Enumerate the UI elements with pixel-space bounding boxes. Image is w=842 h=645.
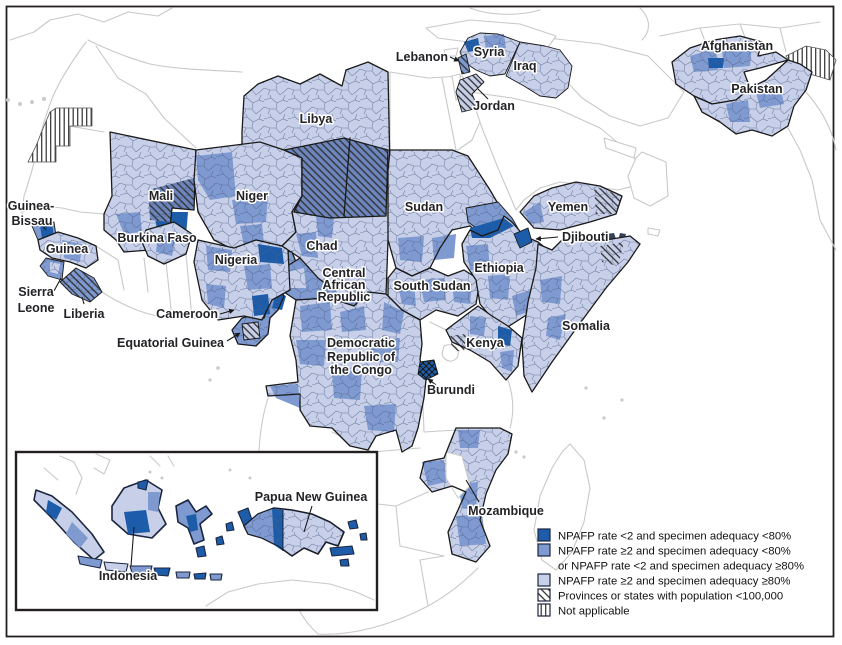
inset-islands xyxy=(33,479,368,581)
label-south-sudan: South Sudan xyxy=(393,279,470,293)
legend-label-dark-blue: NPAFP rate <2 and specimen adequacy <80% xyxy=(558,531,791,543)
label-drc-line2: Republic of xyxy=(327,350,396,364)
label-car-line2: African xyxy=(322,278,365,292)
legend-swatch-diagonal-hatch xyxy=(537,588,551,602)
label-drc-line1: Democratic xyxy=(327,336,395,350)
legend-item-light-blue: NPAFP rate ≥2 and specimen adequacy ≥80% xyxy=(537,573,790,588)
legend-swatch-dark-blue xyxy=(537,528,551,542)
label-drc-line3: the Congo xyxy=(330,363,392,377)
legend-swatch-light-blue xyxy=(537,573,551,587)
label-indonesia: Indonesia xyxy=(99,569,158,583)
country-afghanistan xyxy=(671,35,789,105)
label-sudan: Sudan xyxy=(405,200,443,214)
country-labels: Lebanon Syria Iraq Jordan Afghanistan Pa… xyxy=(6,38,784,520)
liberia-leader-line xyxy=(81,296,85,305)
label-lebanon: Lebanon xyxy=(396,50,448,64)
inset-labels: Indonesia Papua New Guinea xyxy=(97,489,369,585)
sierra-leone-leader-line xyxy=(53,277,62,292)
label-mali: Mali xyxy=(149,189,173,203)
label-nigeria: Nigeria xyxy=(215,253,258,267)
lebanon-leader-line xyxy=(449,56,460,62)
legend-item-vertical-hatch: Not applicable xyxy=(537,603,630,618)
inset-background-coast xyxy=(43,453,375,607)
label-burkina-faso: Burkina Faso xyxy=(117,231,197,245)
country-central-african-republic xyxy=(273,257,367,307)
label-niger: Niger xyxy=(236,189,268,203)
label-chad: Chad xyxy=(306,239,337,253)
country-syria xyxy=(459,32,521,77)
leader-lines xyxy=(39,56,559,503)
label-burundi: Burundi xyxy=(427,383,475,397)
label-sierra-leone-line1: Sierra xyxy=(18,285,54,299)
label-guinea-bissau-line2: Bissau xyxy=(12,214,53,228)
inset-indonesia: Indonesia Papua New Guinea xyxy=(14,450,379,612)
label-libya: Libya xyxy=(300,112,334,126)
label-mozambique: Mozambique xyxy=(468,504,544,518)
program-countries xyxy=(31,32,813,563)
cameroon-leader-line xyxy=(219,308,235,315)
djibouti-leader-line xyxy=(535,235,559,242)
label-ethiopia: Ethiopia xyxy=(474,261,524,275)
mozambique-leader-line xyxy=(465,479,480,503)
country-pakistan xyxy=(693,59,813,137)
label-kenya: Kenya xyxy=(466,336,505,350)
legend-label-vertical-hatch: Not applicable xyxy=(558,606,630,618)
jordan-leader-line xyxy=(477,88,489,100)
region-niger-chad-low-population-hatch xyxy=(283,137,389,219)
country-kenya xyxy=(445,305,523,381)
label-sierra-leone-line2: Leone xyxy=(18,301,55,315)
country-south-sudan xyxy=(387,267,481,321)
label-car-line3: Republic xyxy=(318,290,371,304)
region-western-sahara-not-applicable xyxy=(27,107,93,163)
label-pakistan: Pakistan xyxy=(731,82,782,96)
label-guinea-bissau-line1: Guinea- xyxy=(8,199,55,213)
label-cameroon: Cameroon xyxy=(156,307,218,321)
png-leader-line xyxy=(303,505,313,533)
label-jordan: Jordan xyxy=(473,99,515,113)
country-equatorial-guinea xyxy=(241,321,261,341)
legend-swatch-medium-blue xyxy=(537,543,551,557)
country-burkina-faso xyxy=(141,221,193,265)
label-syria: Syria xyxy=(474,45,506,59)
label-djibouti: Djibouti xyxy=(562,230,609,244)
country-yemen xyxy=(519,181,623,231)
label-papua-new-guinea: Papua New Guinea xyxy=(255,490,369,504)
guinea-bissau-leader-line xyxy=(39,221,47,231)
island-new-guinea xyxy=(243,507,345,557)
legend-label-diagonal-hatch: Provinces or states with population <100… xyxy=(558,591,783,603)
label-iraq: Iraq xyxy=(514,59,537,73)
legend-label-medium-blue: NPAFP rate ≥2 and specimen adequacy <80% xyxy=(558,546,791,558)
legend: NPAFP rate <2 and specimen adequacy <80%… xyxy=(537,528,804,618)
country-sierra-leone xyxy=(39,257,65,281)
equatorial-guinea-leader-line xyxy=(226,332,241,342)
label-guinea: Guinea xyxy=(46,242,89,256)
label-equatorial-guinea: Equatorial Guinea xyxy=(117,336,225,350)
legend-label-medium-blue-line2: or NPAFP rate <2 and specimen adequacy ≥… xyxy=(558,561,804,573)
burundi-leader-line xyxy=(427,378,437,386)
label-yemen: Yemen xyxy=(548,200,588,214)
label-liberia: Liberia xyxy=(64,307,106,321)
legend-swatch-vertical-hatch xyxy=(537,603,551,617)
legend-item-diagonal-hatch: Provinces or states with population <100… xyxy=(537,588,783,603)
legend-label-light-blue: NPAFP rate ≥2 and specimen adequacy ≥80% xyxy=(558,576,790,588)
label-somalia: Somalia xyxy=(562,319,611,333)
legend-item-medium-blue: NPAFP rate ≥2 and specimen adequacy <80%… xyxy=(537,543,804,573)
country-drc xyxy=(265,291,427,453)
label-car-line1: Central xyxy=(322,266,365,280)
country-nigeria xyxy=(193,239,291,321)
legend-item-dark-blue: NPAFP rate <2 and specimen adequacy <80% xyxy=(537,528,791,543)
country-mozambique xyxy=(419,427,513,563)
label-afghanistan: Afghanistan xyxy=(701,39,773,53)
background-countries xyxy=(6,7,837,635)
country-guinea xyxy=(37,231,99,269)
country-sudan xyxy=(387,149,505,277)
indonesia-leader-line xyxy=(130,526,135,567)
country-somalia xyxy=(521,235,641,393)
